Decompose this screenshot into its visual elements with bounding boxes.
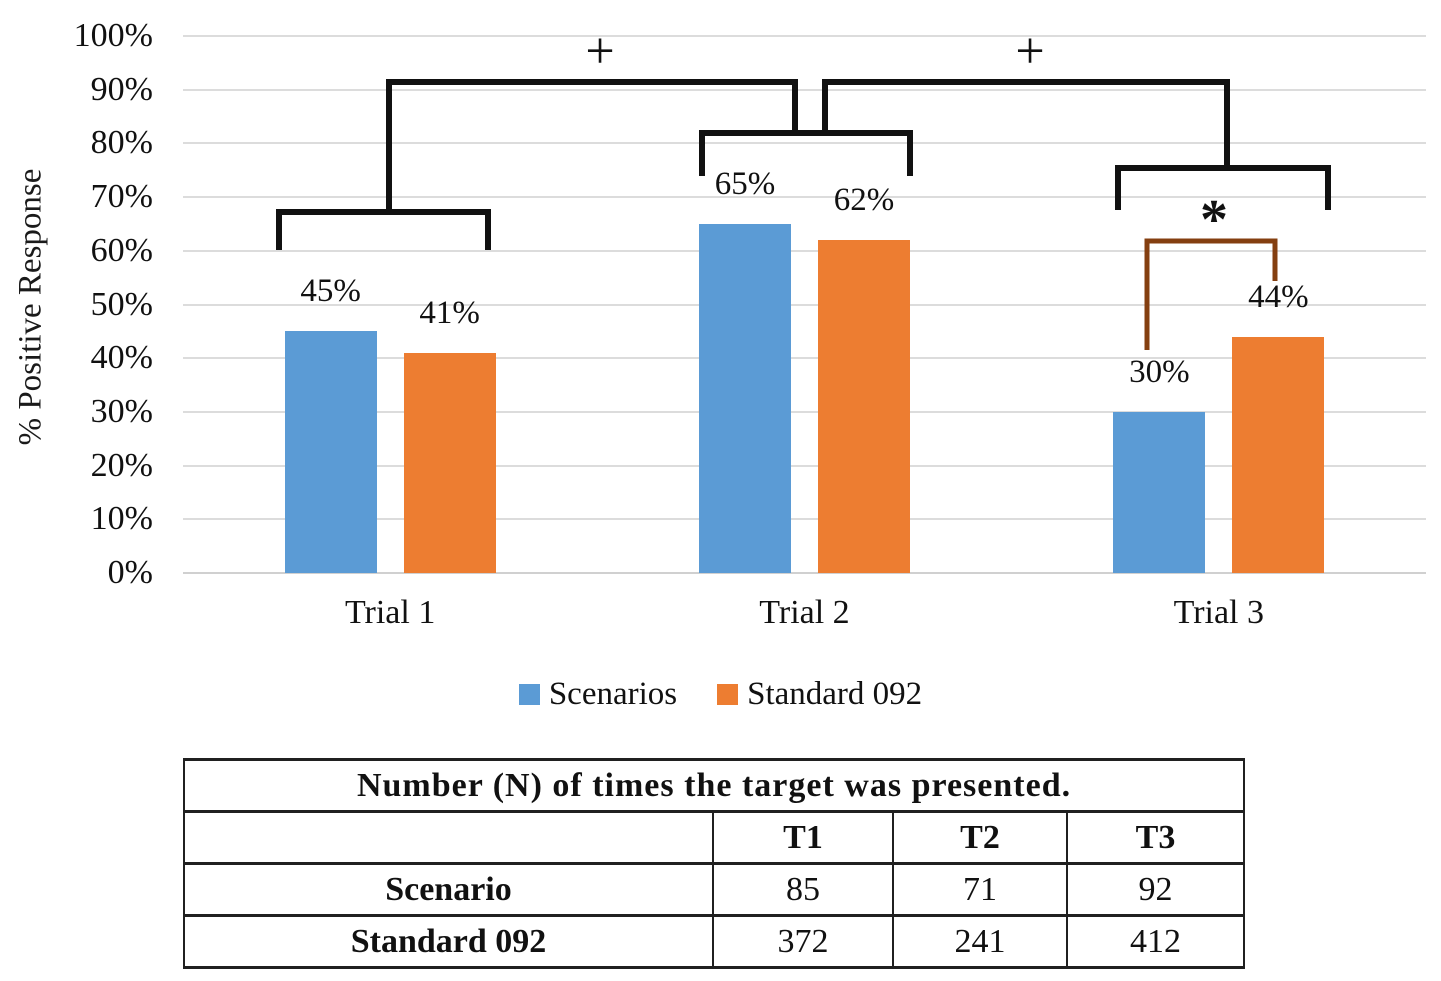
x-label-trial-1: Trial 1 [344, 594, 436, 631]
y-tick-label: 50% [90, 285, 153, 323]
gridline [183, 35, 1426, 37]
gridline [183, 518, 1426, 521]
bar-value-label: 41% [419, 294, 480, 331]
bar-value-label: 44% [1248, 278, 1309, 315]
header-blank [183, 810, 714, 865]
bar-value-label: 30% [1129, 353, 1190, 390]
x-label-trial-3: Trial 3 [1173, 594, 1265, 631]
table-row: Standard 092 372 241 412 [183, 914, 1246, 969]
plus-annotation-2: + [1015, 23, 1045, 80]
y-tick-label: 40% [90, 339, 153, 377]
scenarios-swatch-icon [518, 683, 540, 705]
table-header-row: T1 T2 T3 [183, 810, 1246, 865]
bar-trial-2-scenarios [699, 223, 791, 573]
gridline [183, 464, 1426, 467]
y-tick-label: 100% [73, 17, 153, 54]
star-annotation: * [1200, 189, 1228, 251]
cell-standard-t3: 412 [1065, 914, 1246, 969]
legend-item-scenarios: Scenarios [518, 676, 678, 712]
row-label-standard-092: Standard 092 [183, 914, 714, 969]
table-row: Scenario 85 71 92 [183, 862, 1246, 917]
table-title: Number (N) of times the target was prese… [182, 758, 1246, 813]
legend-label-scenarios: Scenarios [548, 676, 678, 712]
standard-092-swatch-icon [717, 683, 739, 705]
bar-value-label: 45% [300, 273, 361, 310]
table-title-row: Number (N) of times the target was prese… [182, 758, 1246, 813]
cell-scenario-t1: 85 [712, 862, 894, 917]
gridline [183, 357, 1426, 360]
bar-trial-3-scenarios [1113, 411, 1206, 573]
bracket-trial1-group [276, 209, 491, 250]
y-tick-label: 30% [90, 392, 153, 430]
header-t2: T2 [892, 810, 1068, 865]
bar-value-label: 62% [833, 182, 895, 219]
bar-trial-3-standard-092 [1232, 336, 1325, 573]
y-tick-label: 0% [107, 554, 153, 591]
gridline [183, 142, 1426, 145]
header-t3: T3 [1065, 810, 1246, 865]
x-label-trial-2: Trial 2 [759, 594, 850, 631]
header-t1: T1 [712, 810, 894, 865]
plus-annotation-1: + [585, 23, 615, 80]
cell-scenario-t3: 92 [1065, 862, 1246, 917]
bar-trial-2-standard-092 [818, 240, 910, 573]
bar-trial-1-scenarios [284, 331, 377, 573]
cell-scenario-t2: 71 [892, 862, 1068, 917]
gridline [183, 249, 1426, 252]
y-tick-label: 70% [90, 178, 153, 216]
cell-standard-t1: 372 [712, 914, 894, 969]
legend-label-standard-092: Standard 092 [747, 676, 923, 712]
counts-table-container: Number (N) of times the target was prese… [182, 758, 1246, 969]
gridline [183, 572, 1426, 574]
y-tick-label: 80% [90, 124, 153, 162]
bar-trial-1-standard-092 [403, 352, 496, 573]
bracket-trial2-trial3 [822, 79, 1230, 171]
row-label-scenario: Scenario [183, 862, 714, 917]
bar-chart: % Positive Response 0% 10% 20% 30% 40% 50% 60%… [13, 17, 1426, 631]
counts-table: Number (N) of times the target was prese… [182, 758, 1246, 969]
y-tick-label: 10% [90, 500, 153, 538]
gridline [183, 303, 1426, 306]
cell-standard-t2: 241 [892, 914, 1068, 969]
y-tick-label: 90% [90, 70, 153, 108]
y-tick-label: 60% [90, 231, 153, 269]
y-tick-label: 20% [90, 446, 153, 484]
gridline [183, 410, 1426, 413]
gridline [183, 88, 1426, 91]
legend-item-standard-092: Standard 092 [717, 676, 922, 712]
legend: Scenarios Standard 092 [0, 676, 1441, 712]
gridline [183, 196, 1426, 199]
